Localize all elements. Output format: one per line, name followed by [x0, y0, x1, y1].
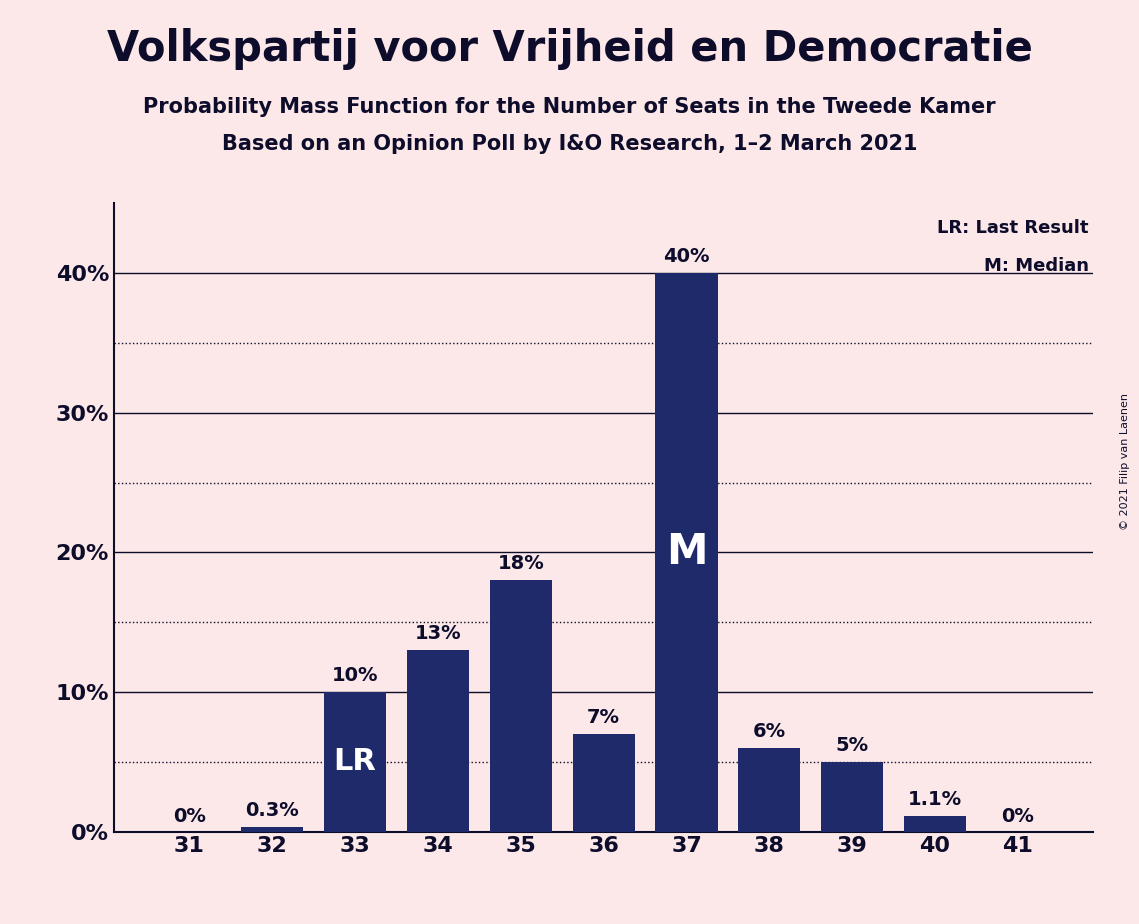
- Text: 18%: 18%: [498, 554, 544, 573]
- Text: 7%: 7%: [588, 708, 620, 727]
- Bar: [490, 580, 552, 832]
- Text: 13%: 13%: [415, 624, 461, 643]
- Text: M: M: [666, 531, 707, 574]
- Text: 0.3%: 0.3%: [245, 801, 300, 821]
- Bar: [241, 827, 303, 832]
- Text: 10%: 10%: [331, 666, 378, 685]
- Bar: [407, 650, 469, 832]
- Text: 0%: 0%: [173, 807, 206, 826]
- Bar: [573, 734, 634, 832]
- Text: 40%: 40%: [663, 247, 710, 266]
- Text: 6%: 6%: [753, 722, 786, 741]
- Text: Volkspartij voor Vrijheid en Democratie: Volkspartij voor Vrijheid en Democratie: [107, 28, 1032, 69]
- Text: 0%: 0%: [1001, 807, 1034, 826]
- Text: Probability Mass Function for the Number of Seats in the Tweede Kamer: Probability Mass Function for the Number…: [144, 97, 995, 117]
- Text: 1.1%: 1.1%: [908, 790, 962, 809]
- Bar: [738, 748, 801, 832]
- Text: Based on an Opinion Poll by I&O Research, 1–2 March 2021: Based on an Opinion Poll by I&O Research…: [222, 134, 917, 154]
- Bar: [325, 692, 386, 832]
- Bar: [904, 816, 966, 832]
- Text: 5%: 5%: [836, 736, 869, 755]
- Bar: [821, 761, 883, 832]
- Text: © 2021 Filip van Laenen: © 2021 Filip van Laenen: [1121, 394, 1130, 530]
- Text: LR: LR: [334, 748, 377, 776]
- Bar: [655, 274, 718, 832]
- Text: LR: Last Result: LR: Last Result: [937, 219, 1089, 237]
- Text: M: Median: M: Median: [984, 257, 1089, 274]
